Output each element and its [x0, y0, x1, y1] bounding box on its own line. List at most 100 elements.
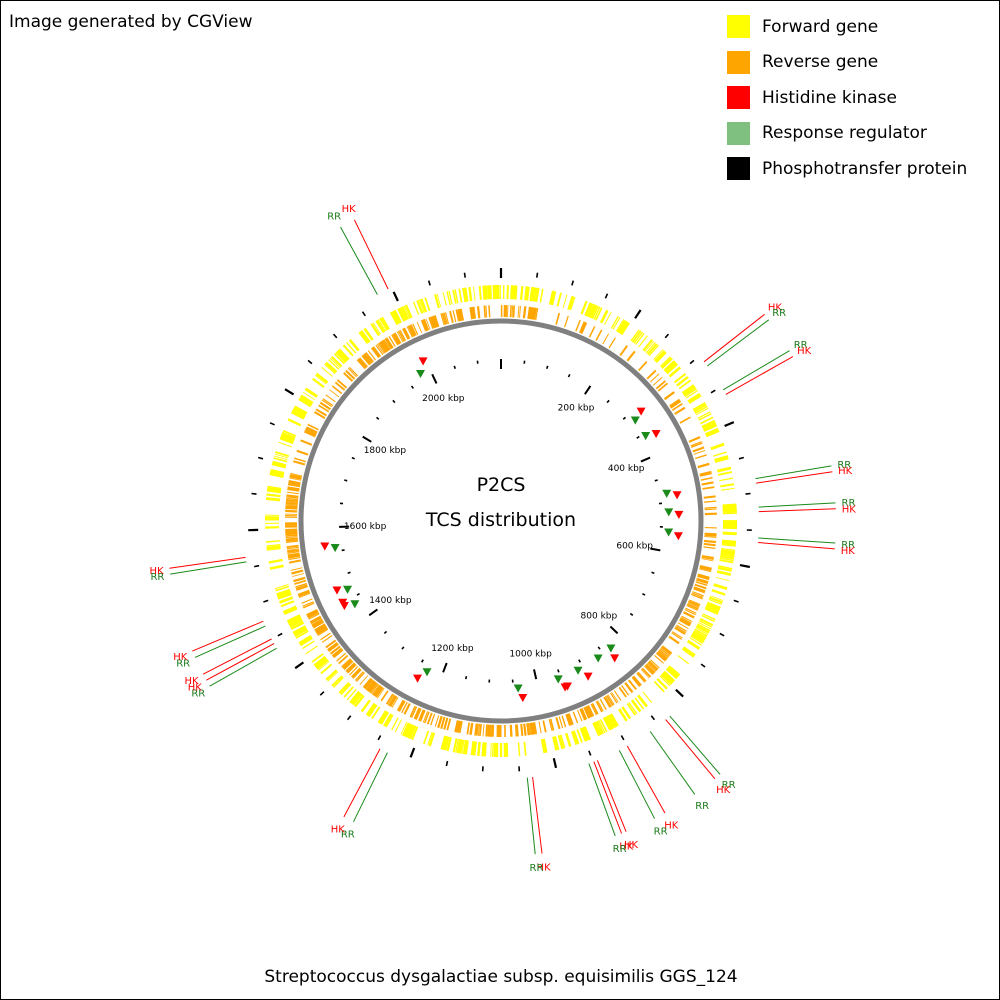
reverse-gene: [401, 701, 408, 714]
reverse-gene: [334, 381, 346, 391]
reverse-gene: [638, 361, 648, 372]
reverse-gene: [700, 476, 713, 481]
reverse-gene: [321, 635, 333, 643]
reverse-gene: [313, 411, 326, 420]
forward-gene: [609, 713, 619, 727]
forward-gene: [488, 285, 492, 300]
forward-gene: [553, 736, 560, 751]
forward-gene: [424, 297, 431, 312]
reverse-gene: [407, 325, 415, 338]
forward-gene: [468, 286, 473, 302]
forward-gene: [722, 531, 737, 536]
callout-line: [725, 356, 794, 395]
reverse-gene: [388, 695, 397, 707]
histidine-kinase-marker: [672, 491, 682, 500]
outer-tick: [733, 599, 739, 603]
reverse-gene: [613, 690, 622, 701]
forward-gene: [691, 633, 705, 643]
reverse-gene: [466, 722, 471, 735]
reverse-gene: [285, 531, 298, 535]
outer-tick: [257, 456, 264, 460]
reverse-gene: [338, 654, 349, 665]
histidine-kinase-marker: [338, 598, 348, 607]
forward-gene: [616, 319, 627, 334]
outer-tick: [409, 747, 416, 758]
forward-gene: [446, 737, 452, 752]
scale-label: 200 kbp: [558, 404, 595, 414]
outer-tick: [392, 291, 399, 302]
callout-line: [722, 350, 790, 391]
legend-label: Forward gene: [762, 16, 879, 37]
reverse-gene: [624, 682, 634, 694]
forward-gene: [562, 294, 568, 309]
forward-gene: [653, 349, 664, 360]
reverse-gene: [668, 635, 680, 645]
response-regulator-marker: [664, 528, 674, 537]
response-regulator-marker: [641, 431, 651, 441]
forward-gene: [687, 392, 701, 403]
reverse-gene: [655, 380, 666, 390]
reverse-gene: [285, 504, 298, 506]
hk-callout-label: HK: [173, 652, 188, 663]
reverse-gene: [428, 317, 434, 329]
forward-gene: [642, 339, 654, 352]
forward-gene: [719, 477, 734, 482]
reverse-gene: [285, 528, 298, 531]
reverse-gene: [315, 624, 327, 633]
reverse-gene: [688, 599, 701, 606]
forward-gene: [612, 317, 621, 330]
forward-gene: [403, 305, 411, 319]
reverse-gene: [443, 312, 448, 325]
reverse-gene: [515, 724, 519, 737]
forward-gene: [654, 350, 666, 362]
reverse-gene: [286, 548, 299, 551]
reverse-gene: [555, 717, 561, 730]
reverse-gene: [391, 696, 399, 708]
map-title: P2CS: [477, 474, 526, 496]
forward-gene: [667, 666, 680, 678]
reverse-gene: [694, 454, 707, 460]
callout-line: [526, 777, 536, 855]
callout-line: [649, 731, 696, 795]
reverse-gene: [449, 310, 454, 324]
callout-line: [596, 760, 627, 832]
forward-gene: [710, 442, 725, 451]
forward-gene: [524, 286, 528, 301]
reverse-gene: [359, 675, 369, 685]
forward-gene: [299, 636, 313, 647]
reverse-gene: [597, 700, 604, 712]
forward-gene: [579, 727, 588, 742]
reverse-gene: [699, 470, 712, 475]
forward-gene: [492, 742, 494, 757]
forward-gene: [576, 729, 583, 743]
reverse-gene: [302, 601, 314, 607]
forward-gene: [529, 286, 534, 302]
reverse-gene: [318, 404, 330, 413]
response-regulator-marker: [630, 416, 640, 425]
forward-gene: [539, 288, 544, 303]
outer-tick: [634, 309, 642, 319]
forward-gene: [328, 359, 340, 370]
forward-gene: [703, 423, 718, 432]
reverse-gene: [349, 665, 359, 676]
reverse-gene: [305, 428, 317, 435]
forward-gene: [332, 676, 344, 688]
reverse-gene: [286, 540, 299, 543]
response-regulator-marker: [422, 668, 432, 677]
forward-gene: [581, 726, 590, 741]
forward-gene: [533, 287, 539, 302]
reverse-gene: [345, 369, 356, 380]
forward-gene: [325, 669, 338, 681]
rr-callout-label: RR: [772, 308, 786, 319]
outer-tick: [588, 750, 592, 756]
reverse-gene: [682, 611, 695, 619]
forward-gene: [427, 731, 433, 746]
reverse-gene: [343, 372, 354, 382]
reverse-gene: [434, 715, 440, 727]
reverse-gene: [287, 552, 300, 556]
reverse-gene: [432, 315, 439, 328]
forward-gene: [409, 725, 417, 740]
reverse-gene: [306, 608, 318, 616]
reverse-gene: [336, 379, 348, 389]
